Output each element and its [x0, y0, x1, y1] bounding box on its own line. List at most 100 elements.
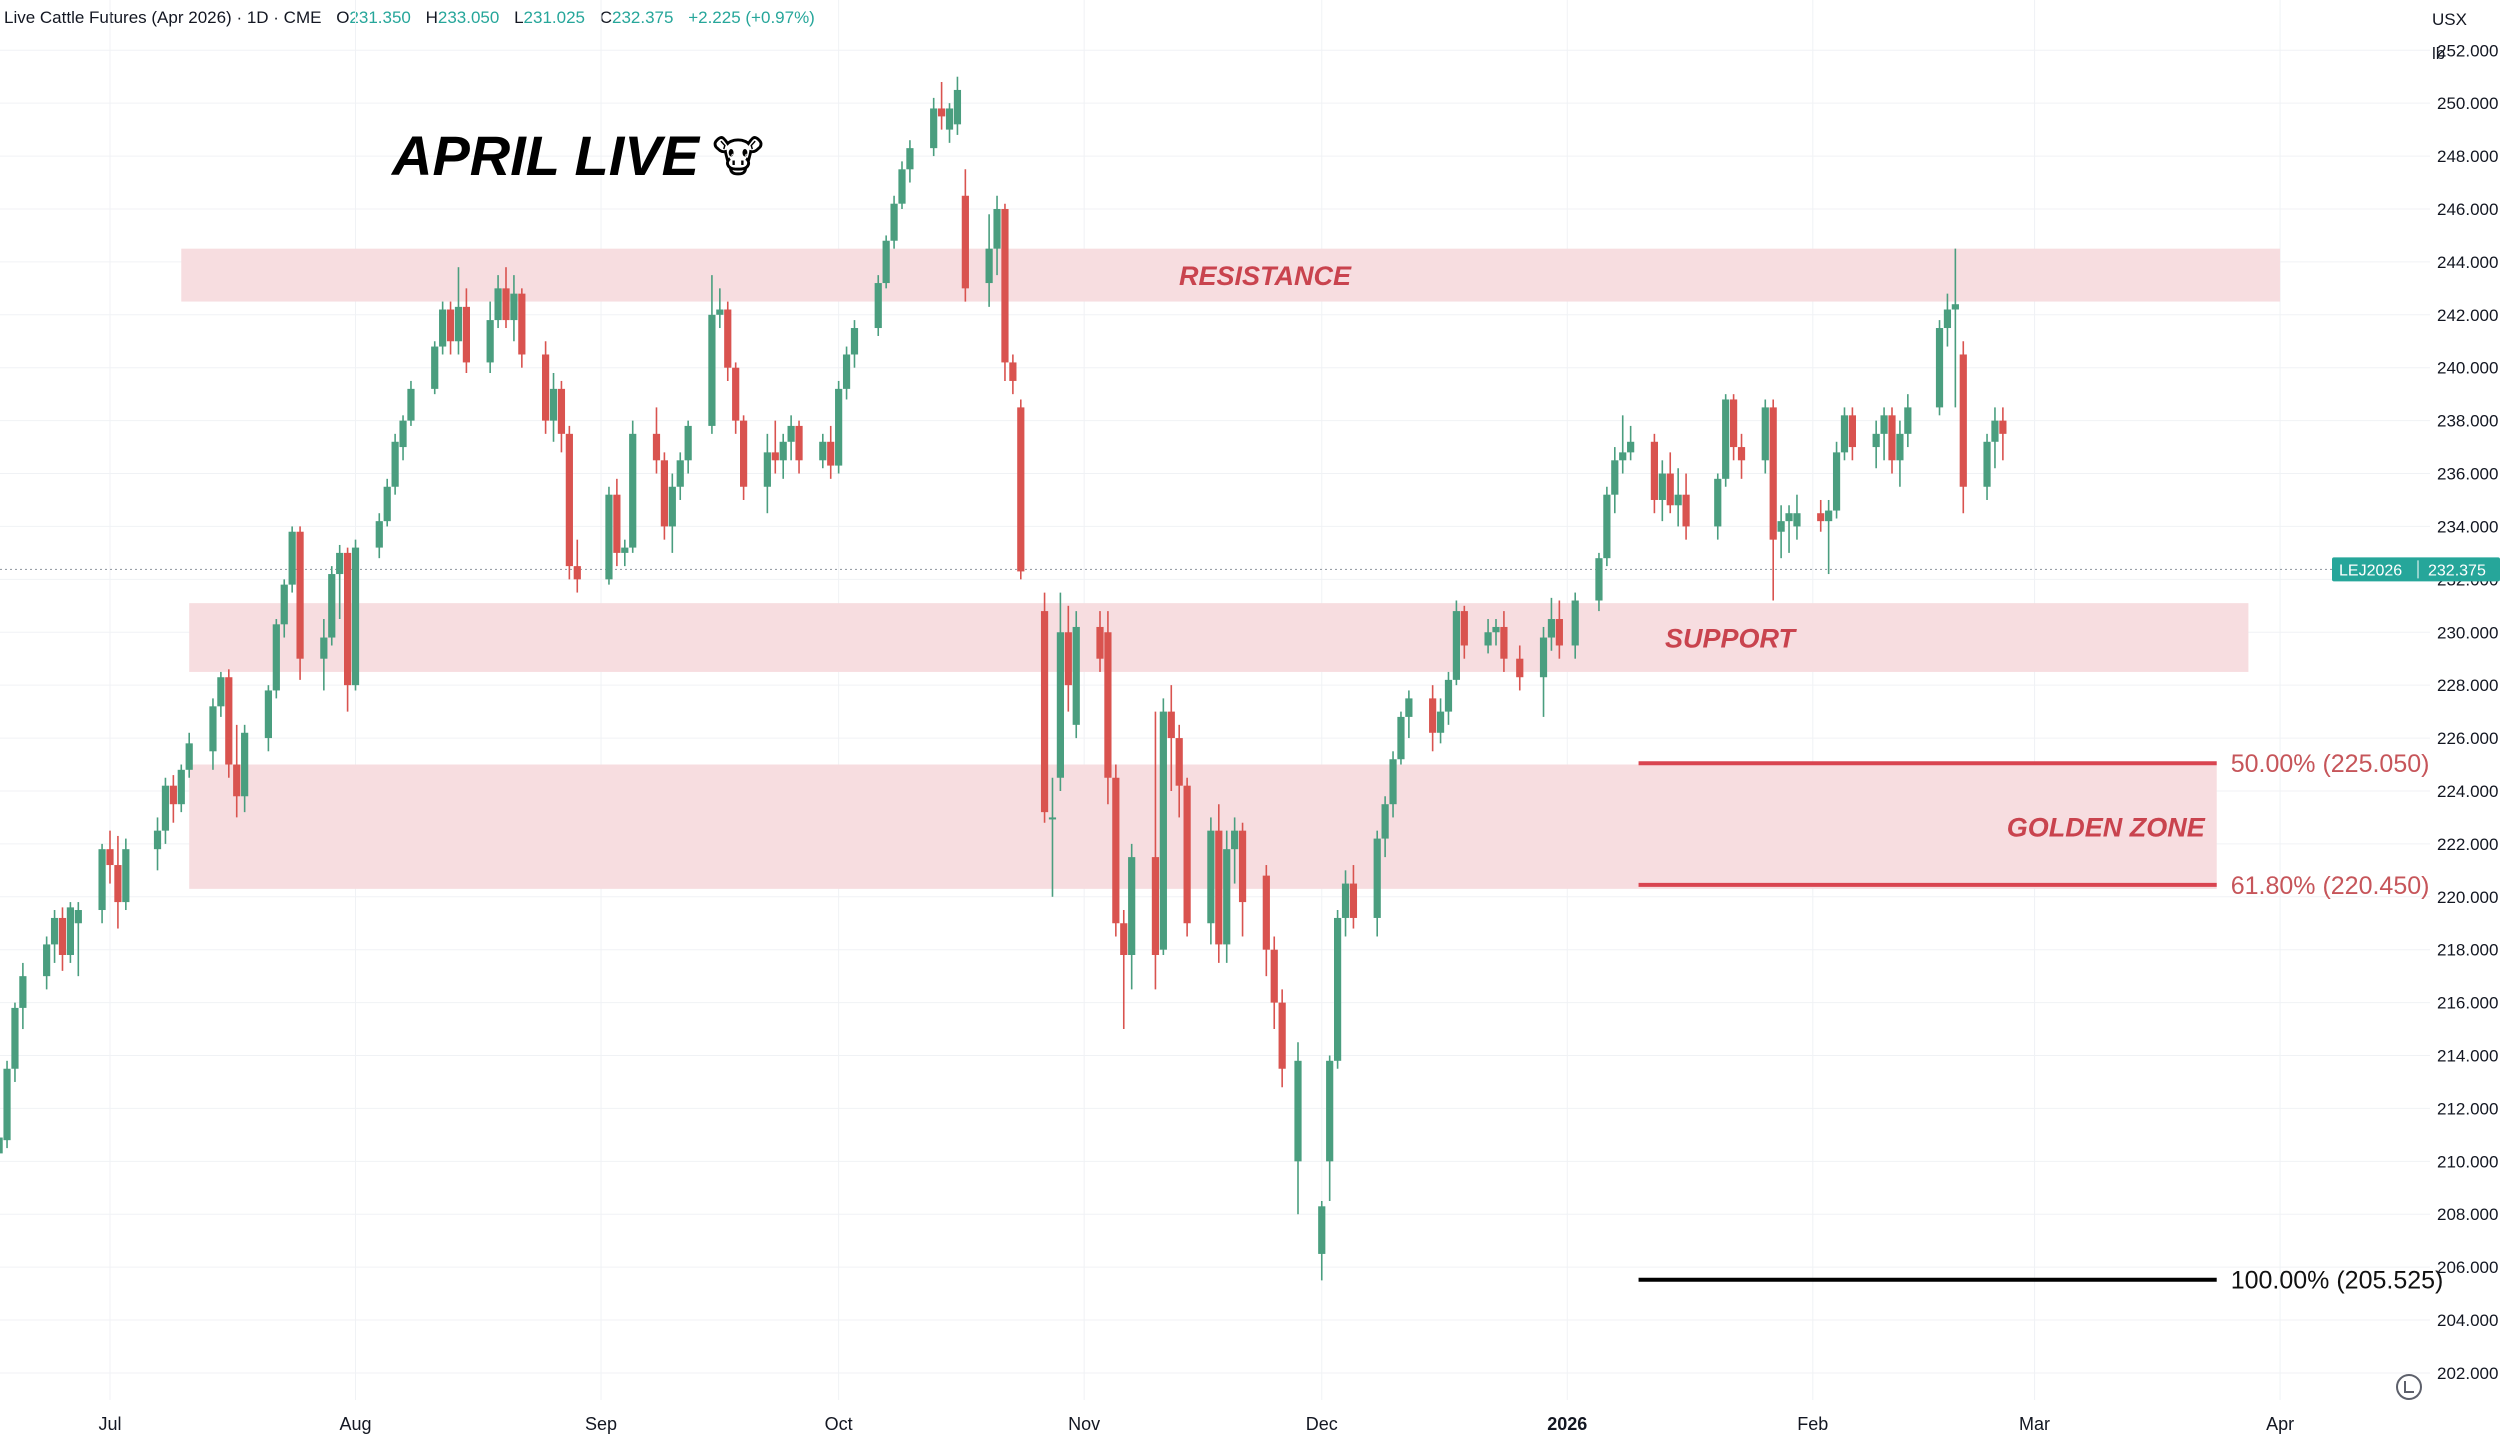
candle-body — [1223, 849, 1231, 945]
candle-body — [1547, 619, 1556, 638]
candle-body — [1904, 407, 1912, 434]
candle-body — [122, 849, 130, 903]
candle-body — [510, 293, 518, 321]
candle-body — [1484, 632, 1492, 646]
candle-body — [549, 388, 558, 421]
candle-body — [827, 441, 835, 466]
candle-body — [431, 346, 439, 389]
candle-body — [724, 309, 732, 368]
y-tick-label: 210.000 — [2437, 1152, 2498, 1171]
x-tick-label: Feb — [1797, 1414, 1828, 1434]
candle-body — [328, 574, 336, 638]
candle-body — [1650, 441, 1658, 500]
currency-unit[interactable]: USX — [2432, 10, 2467, 29]
candle-body — [708, 314, 716, 426]
y-tick-label: 214.000 — [2437, 1047, 2498, 1066]
candle-body — [344, 552, 352, 686]
candle-body — [1730, 399, 1738, 448]
candle-body — [1056, 632, 1064, 778]
y-tick-label: 220.000 — [2437, 888, 2498, 907]
candle-body — [945, 108, 954, 130]
candle-body — [296, 531, 304, 659]
candle-body — [1334, 917, 1342, 1061]
candle-body — [565, 433, 573, 567]
fib-label: 100.00% (205.525) — [2231, 1267, 2444, 1295]
y-tick-label: 236.000 — [2437, 465, 2498, 484]
candle-body — [1460, 611, 1468, 646]
candle-body — [1627, 441, 1635, 453]
candle-body — [1595, 558, 1603, 601]
candle-body — [241, 732, 249, 797]
x-tick-label: Oct — [825, 1414, 853, 1434]
price-tag-symbol: LEJ2026 — [2339, 562, 2402, 579]
y-tick-label: 248.000 — [2437, 147, 2498, 166]
candle-body — [177, 769, 185, 805]
y-tick-label: 234.000 — [2437, 517, 2498, 536]
zone-label: GOLDEN ZONE — [2007, 813, 2206, 843]
candle-body — [1872, 433, 1880, 448]
candle-body — [652, 433, 661, 461]
candle-body — [11, 1007, 19, 1069]
candle-body — [1571, 600, 1579, 646]
candle-body — [225, 677, 233, 765]
candle-body — [1389, 759, 1397, 805]
chart-title: APRIL LIVE — [390, 124, 701, 187]
x-tick-label: Mar — [2019, 1414, 2050, 1434]
candle-body — [1943, 309, 1952, 329]
low-label: L — [514, 8, 524, 27]
x-tick-label: Dec — [1306, 1414, 1338, 1434]
candle-body — [1349, 883, 1358, 918]
candle-body — [375, 521, 383, 548]
candle-body — [795, 425, 803, 461]
candle-body — [399, 420, 407, 448]
candle-body — [1888, 415, 1896, 461]
candle-body — [3, 1068, 11, 1141]
candle-body — [272, 624, 280, 691]
low-value: 231.025 — [523, 8, 585, 27]
y-tick-label: 202.000 — [2437, 1364, 2498, 1383]
candle-body — [874, 283, 882, 329]
candle-body — [1215, 830, 1223, 945]
candle-body — [1231, 830, 1239, 850]
candle-body — [66, 907, 74, 955]
candle-body — [1318, 1206, 1326, 1254]
candle-body — [1104, 632, 1112, 778]
candle-body — [668, 486, 676, 527]
candle-body — [1436, 711, 1445, 733]
measure-unit: lb — [2432, 44, 2446, 63]
cow-emoji: 🐮 — [712, 132, 764, 183]
candle-body — [938, 108, 946, 117]
candle-body — [1294, 1060, 1302, 1162]
candle-body — [320, 637, 328, 659]
y-tick-label: 216.000 — [2437, 994, 2498, 1013]
price-axis[interactable]: 252.000 250.000 248.000 246.000 244.000 242.0… — [2332, 41, 2500, 1383]
reset-chart-icon[interactable] — [2396, 1374, 2422, 1400]
candle-body — [1452, 611, 1460, 680]
candle-body — [1278, 1002, 1286, 1069]
candle-body — [1373, 838, 1381, 918]
candle-body — [605, 494, 613, 580]
candle-body — [684, 425, 692, 461]
candle-body — [1603, 494, 1611, 559]
y-tick-label: 206.000 — [2437, 1258, 2498, 1277]
candle-body — [502, 288, 510, 321]
candle-body — [1825, 510, 1833, 522]
time-axis[interactable]: Jul Aug Sep Oct Nov Dec 2026 Feb Mar Apr — [98, 1414, 2294, 1434]
candle-body — [1048, 817, 1057, 820]
x-tick-label: Sep — [585, 1414, 617, 1434]
candle-body — [209, 706, 217, 752]
symbol-title[interactable]: Live Cattle Futures (Apr 2026) · 1D · CM… — [4, 8, 322, 27]
candle-body — [771, 452, 779, 461]
candle-body — [1674, 494, 1682, 506]
candle-body — [1096, 626, 1104, 659]
candle-body — [1492, 626, 1500, 633]
candle-body — [1983, 441, 1991, 487]
candle-body — [518, 293, 526, 355]
candle-body — [1120, 923, 1128, 955]
y-tick-label: 252.000 — [2437, 41, 2498, 60]
candle-body — [1769, 407, 1777, 540]
y-tick-label: 218.000 — [2437, 941, 2498, 960]
candle-body — [1793, 513, 1801, 527]
candle-body — [1619, 452, 1627, 461]
